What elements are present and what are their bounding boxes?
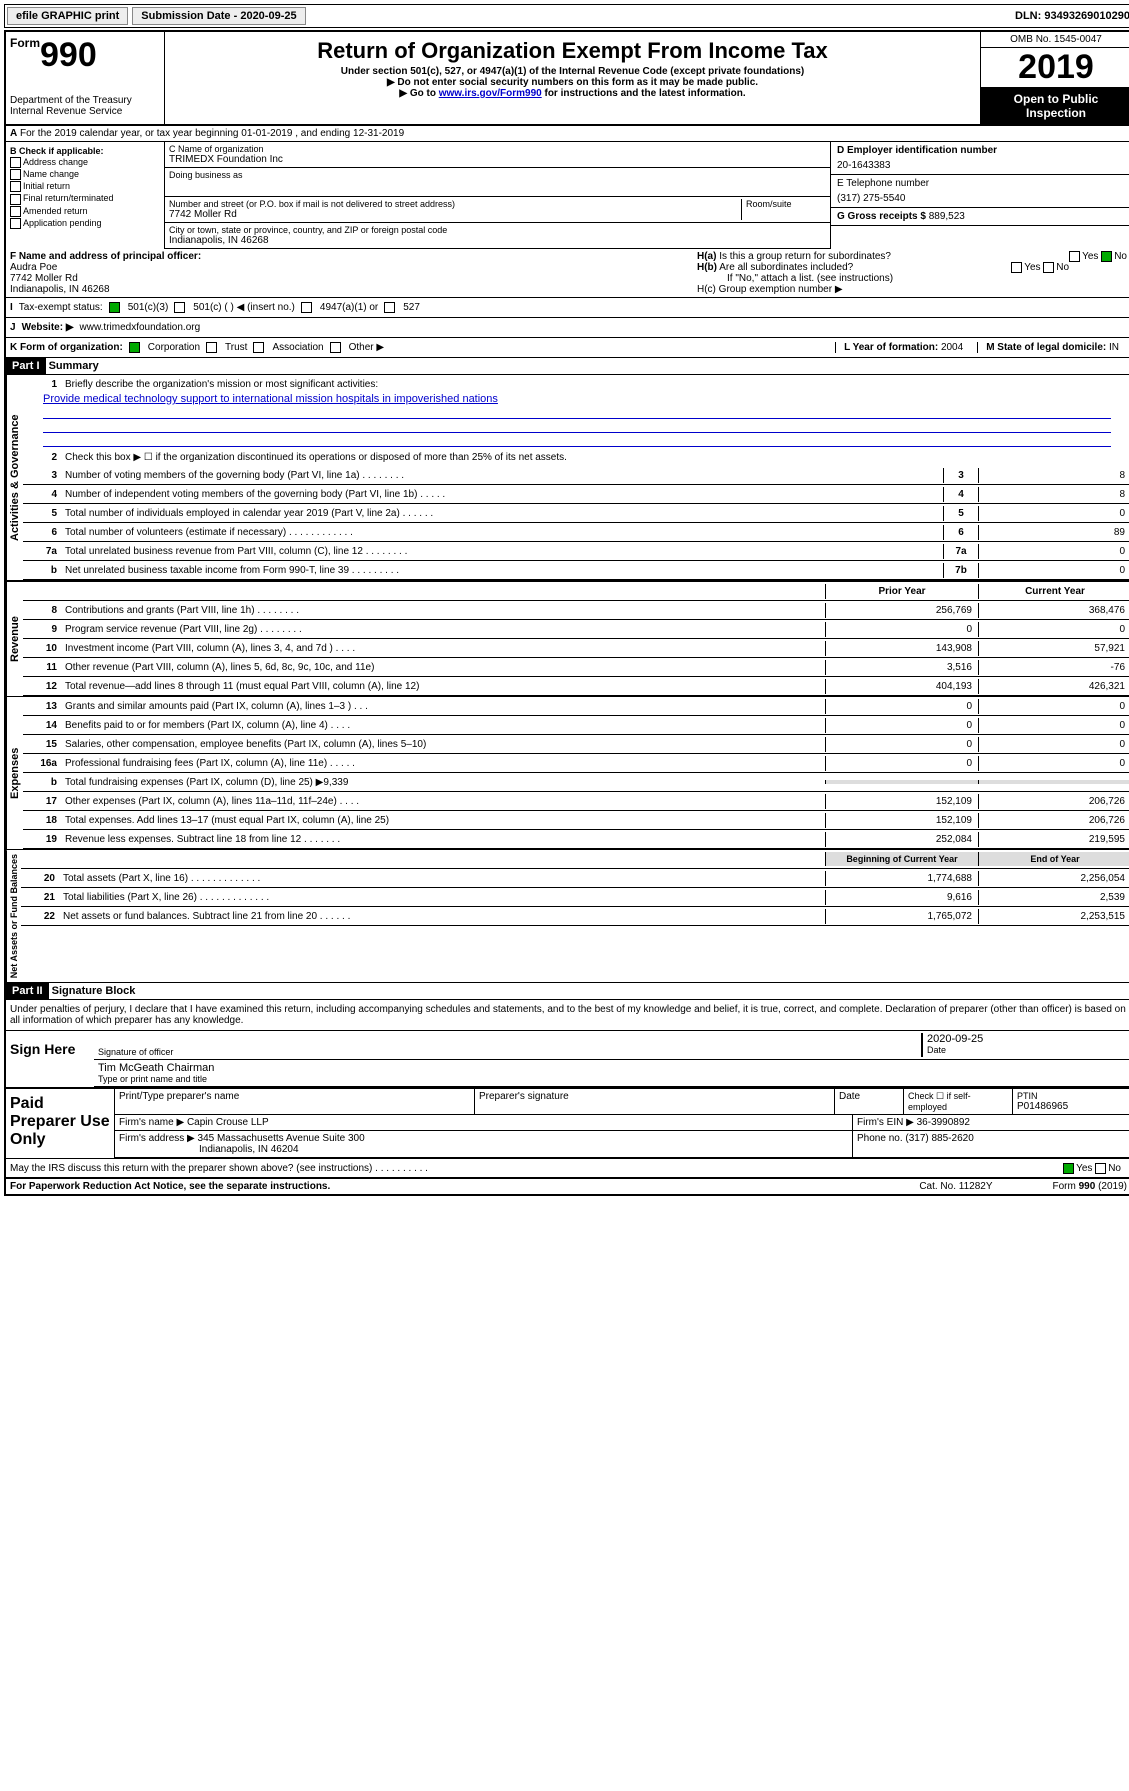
row-h: H(a) Is this a group return for subordin… bbox=[693, 249, 1129, 297]
row-i-tax-status: ITax-exempt status: 501(c)(3) 501(c) ( )… bbox=[6, 298, 1129, 318]
form-footer: For Paperwork Reduction Act Notice, see … bbox=[6, 1178, 1129, 1194]
mission-text: Provide medical technology support to in… bbox=[23, 393, 1129, 405]
chk-501c3[interactable] bbox=[109, 302, 120, 313]
col-b-checkboxes: B Check if applicable: Address change Na… bbox=[6, 142, 165, 249]
form-990: Form990 Department of the Treasury Inter… bbox=[4, 30, 1129, 1196]
vlabel-revenue: Revenue bbox=[6, 582, 23, 696]
gross-receipts: 889,523 bbox=[929, 211, 965, 222]
form-title: Return of Organization Exempt From Incom… bbox=[169, 38, 976, 64]
chk-final-return[interactable]: Final return/terminated bbox=[10, 193, 160, 204]
top-bar: efile GRAPHIC print Submission Date - 20… bbox=[4, 4, 1129, 28]
website-url[interactable]: www.trimedxfoundation.org bbox=[80, 322, 201, 333]
chk-amended[interactable]: Amended return bbox=[10, 206, 160, 217]
sign-here-block: Sign Here Signature of officer2020-09-25… bbox=[6, 1030, 1129, 1087]
row-f: F Name and address of principal officer:… bbox=[6, 249, 693, 297]
discuss-row: May the IRS discuss this return with the… bbox=[6, 1158, 1129, 1178]
chk-4947[interactable] bbox=[301, 302, 312, 313]
part-i-header: Part I bbox=[6, 358, 46, 374]
dln: DLN: 93493269010290 bbox=[1015, 10, 1129, 22]
subtitle-2: ▶ Do not enter social security numbers o… bbox=[169, 77, 976, 88]
vlabel-net: Net Assets or Fund Balances bbox=[6, 850, 21, 982]
paid-preparer-block: Paid Preparer Use Only Print/Type prepar… bbox=[6, 1087, 1129, 1158]
street-address: 7742 Moller Rd bbox=[169, 209, 741, 220]
chk-name-change[interactable]: Name change bbox=[10, 169, 160, 180]
telephone: (317) 275-5540 bbox=[837, 193, 1125, 204]
chk-app-pending[interactable]: Application pending bbox=[10, 218, 160, 229]
chk-discuss-no[interactable] bbox=[1095, 1163, 1106, 1174]
omb-number: OMB No. 1545-0047 bbox=[981, 32, 1129, 48]
row-j-website: JWebsite: ▶www.trimedxfoundation.org bbox=[6, 318, 1129, 338]
officer-name: Tim McGeath Chairman bbox=[98, 1062, 1127, 1074]
form-title-box: Return of Organization Exempt From Incom… bbox=[165, 32, 980, 124]
declaration-text: Under penalties of perjury, I declare th… bbox=[6, 1000, 1129, 1030]
col-c: C Name of organizationTRIMEDX Foundation… bbox=[165, 142, 830, 249]
chk-assoc[interactable] bbox=[253, 342, 264, 353]
chk-discuss-yes[interactable] bbox=[1063, 1163, 1074, 1174]
row-k: K Form of organization: Corporation Trus… bbox=[6, 338, 1129, 358]
firm-name: Capin Crouse LLP bbox=[187, 1117, 269, 1128]
year-formation: 2004 bbox=[941, 342, 963, 353]
chk-address-change[interactable]: Address change bbox=[10, 157, 160, 168]
form-id-box: Form990 Department of the Treasury Inter… bbox=[6, 32, 165, 124]
dept-treasury: Department of the Treasury Internal Reve… bbox=[10, 95, 160, 117]
chk-501c[interactable] bbox=[174, 302, 185, 313]
vlabel-expenses: Expenses bbox=[6, 697, 23, 849]
vlabel-activities: Activities & Governance bbox=[6, 375, 23, 580]
org-name: TRIMEDX Foundation Inc bbox=[169, 154, 826, 165]
header-right: OMB No. 1545-0047 2019 Open to Public In… bbox=[980, 32, 1129, 124]
chk-corp[interactable] bbox=[129, 342, 140, 353]
chk-initial-return[interactable]: Initial return bbox=[10, 181, 160, 192]
chk-527[interactable] bbox=[384, 302, 395, 313]
subtitle-3: ▶ Go to www.irs.gov/Form990 for instruct… bbox=[169, 88, 976, 99]
col-d-e-g: D Employer identification number20-16433… bbox=[830, 142, 1129, 249]
open-inspection: Open to Public Inspection bbox=[981, 88, 1129, 124]
firm-phone: (317) 885-2620 bbox=[905, 1133, 973, 1144]
part-ii-header: Part II bbox=[6, 983, 49, 999]
chk-other[interactable] bbox=[330, 342, 341, 353]
subtitle-1: Under section 501(c), 527, or 4947(a)(1)… bbox=[169, 66, 976, 77]
tax-year: 2019 bbox=[981, 48, 1129, 88]
ein: 20-1643383 bbox=[837, 160, 1125, 171]
firm-ein: 36-3990892 bbox=[917, 1117, 970, 1128]
irs-link[interactable]: www.irs.gov/Form990 bbox=[439, 88, 542, 99]
ptin: P01486965 bbox=[1017, 1101, 1127, 1112]
chk-trust[interactable] bbox=[206, 342, 217, 353]
row-a: A For the 2019 calendar year, or tax yea… bbox=[6, 126, 1129, 142]
city-state: Indianapolis, IN 46268 bbox=[169, 235, 826, 246]
state-domicile: IN bbox=[1109, 342, 1119, 353]
submission-date-label: Submission Date - 2020-09-25 bbox=[132, 7, 305, 25]
efile-button[interactable]: efile GRAPHIC print bbox=[7, 7, 128, 25]
